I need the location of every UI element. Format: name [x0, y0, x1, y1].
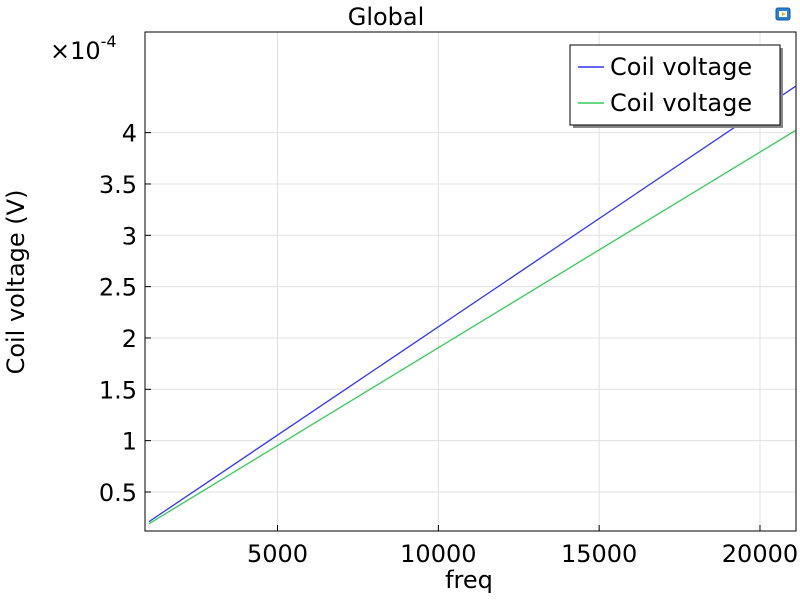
y-tick-label: 1.5 [99, 376, 137, 404]
x-tick-label: 15000 [561, 540, 637, 568]
y-axis-label: Coil voltage (V) [2, 190, 30, 375]
x-axis-label: freq [445, 566, 493, 594]
legend-label-series-2: Coil voltage [610, 89, 752, 117]
x-tick-labels: 5000 10000 15000 20000 [247, 525, 798, 568]
y-tick-label: 1 [122, 428, 137, 456]
x-tick-label: 10000 [400, 540, 476, 568]
series-line-2 [148, 130, 796, 525]
series-line-1 [148, 85, 796, 523]
plot-window-icon[interactable] [775, 7, 791, 21]
x-tick-label: 5000 [247, 540, 308, 568]
y-tick-label: 4 [122, 120, 137, 148]
plot-frame [144, 31, 797, 532]
legend: Coil voltage Coil voltage [569, 44, 783, 128]
y-tick-label: 3.5 [99, 171, 137, 199]
y-multiplier-base: ×10 [50, 37, 101, 65]
legend-label-series-1: Coil voltage [610, 53, 752, 81]
chart-title: Global [348, 3, 425, 31]
x-tick-label: 20000 [722, 540, 798, 568]
y-tick-label: 3 [122, 222, 137, 250]
y-tick-label: 0.5 [99, 479, 137, 507]
y-axis-multiplier: ×10-4 [50, 32, 117, 65]
y-multiplier-exponent: -4 [101, 32, 117, 51]
y-tick-label: 2.5 [99, 274, 137, 302]
series-layer [148, 85, 796, 525]
legend-box [569, 44, 781, 126]
y-tick-labels: 0.5 1 1.5 2 2.5 3 3.5 4 [99, 120, 151, 507]
y-tick-label: 2 [122, 325, 137, 353]
